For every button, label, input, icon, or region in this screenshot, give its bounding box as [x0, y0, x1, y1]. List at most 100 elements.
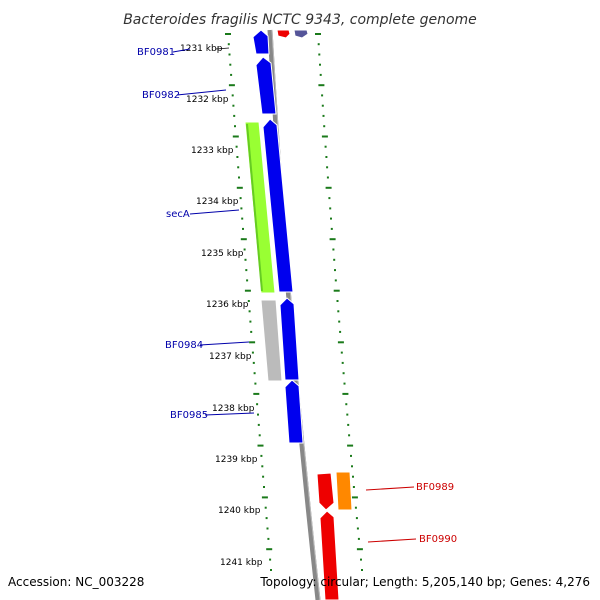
gene-label-seca: secA	[166, 209, 190, 220]
ruler-tick	[240, 207, 243, 210]
ruler-tick	[356, 548, 363, 551]
ruler-tick	[326, 176, 329, 179]
ruler-tick	[341, 361, 344, 364]
genome-backbone-highlight	[271, 29, 321, 600]
ruler-tick	[339, 330, 342, 333]
leader-line	[199, 341, 250, 346]
gene-bf0989	[316, 472, 335, 511]
ruler-tick	[236, 186, 243, 189]
ruler-tick	[361, 569, 363, 571]
ruler-tick	[340, 351, 343, 354]
ruler-tick	[243, 248, 246, 251]
ruler-tick	[232, 135, 239, 138]
ruler-tick	[333, 289, 340, 292]
gene-label-bf0981: BF0981	[137, 47, 175, 58]
ruler-tick	[257, 413, 259, 416]
ruler-tick	[319, 73, 322, 76]
ruler-tick	[261, 496, 268, 499]
gene-label-bf0982: BF0982	[142, 90, 180, 101]
ruler-tick	[260, 454, 263, 457]
ruler-tick	[252, 361, 255, 364]
ruler-tick	[239, 197, 242, 200]
ruler-tick	[250, 330, 253, 333]
gene-seca-shade	[246, 123, 263, 292]
ruler-tick	[235, 145, 238, 148]
gene-label-bf0985: BF0985	[170, 410, 208, 421]
ruler-tick	[254, 382, 257, 385]
ruler-tick	[319, 63, 321, 66]
tick-label: 1232 kbp	[186, 95, 229, 105]
ruler-tick	[330, 217, 332, 220]
leader-line	[367, 538, 417, 543]
ruler-tick	[342, 392, 349, 395]
ruler-tick	[347, 423, 350, 426]
ruler-tick	[266, 548, 273, 551]
ruler-tick	[350, 454, 352, 457]
ruler-tick	[342, 372, 345, 375]
tick-label: 1237 kbp	[209, 352, 252, 362]
gene-blue-bf0984-neighbour	[279, 297, 300, 381]
ruler-tick	[326, 166, 329, 169]
ruler-tick	[244, 258, 247, 261]
gene-top-red	[276, 29, 291, 39]
ruler-tick	[354, 506, 357, 509]
gene-bf0981	[252, 29, 270, 55]
ruler-tick	[256, 403, 259, 406]
ruler-tick	[229, 63, 232, 66]
ruler-tick	[355, 517, 358, 520]
ruler-tick	[329, 238, 336, 241]
ruler-tick	[336, 300, 339, 302]
ruler-tick	[228, 84, 235, 87]
ruler-tick	[321, 94, 324, 97]
ruler-tick	[225, 33, 231, 35]
ruler-tick	[246, 279, 249, 282]
inner-ruler	[225, 33, 273, 571]
tick-label: 1239 kbp	[215, 455, 258, 465]
ruler-tick	[352, 486, 355, 488]
ruler-tick	[324, 145, 327, 148]
ruler-tick	[264, 506, 267, 509]
gene-label-bf0989: BF0989	[416, 482, 454, 493]
ruler-tick	[247, 300, 250, 302]
ruler-tick	[269, 558, 272, 561]
map-title: Bacteroides fragilis NCTC 9343, complete…	[123, 12, 477, 28]
ruler-tick	[249, 320, 252, 323]
ruler-tick	[236, 156, 239, 158]
ruler-tick	[263, 486, 265, 488]
tick-labels: 1231 kbp 1232 kbp 1233 kbp 1234 kbp 1235…	[180, 44, 263, 568]
ruler-tick	[348, 434, 351, 437]
ruler-tick	[234, 125, 236, 128]
footer-accession: Accession: NC_003228	[8, 575, 144, 589]
ruler-tick	[257, 444, 264, 447]
ruler-tick	[237, 166, 240, 169]
tick-label: 1241 kbp	[220, 558, 263, 568]
ruler-tick	[334, 279, 337, 282]
tick-label: 1235 kbp	[201, 249, 244, 259]
ruler-tick	[343, 382, 346, 385]
ruler-tick	[357, 537, 360, 540]
ruler-tick	[241, 217, 244, 220]
ruler-tick	[232, 104, 235, 107]
ruler-tick	[337, 310, 340, 313]
ruler-tick	[321, 104, 324, 107]
ruler-tick	[244, 289, 251, 292]
ruler-tick	[227, 43, 230, 46]
ruler-tick	[270, 569, 272, 571]
ruler-tick	[337, 341, 344, 344]
ruler-tick	[317, 43, 320, 46]
ruler-tick	[262, 475, 265, 478]
ruler-tick	[345, 403, 348, 406]
ruler-tick	[257, 423, 260, 426]
ruler-tick	[315, 33, 321, 35]
ruler-tick	[318, 84, 325, 87]
leader-line	[176, 89, 227, 96]
gene-bf0984	[260, 299, 283, 382]
gene-bf0982	[255, 56, 277, 115]
leader-line	[365, 486, 415, 491]
ruler-tick	[267, 537, 270, 540]
ruler-tick	[318, 53, 321, 56]
ruler-tick	[238, 176, 240, 179]
gene-labels-right: BF0989 BF0990	[365, 482, 457, 545]
leader-line	[172, 48, 191, 53]
ruler-tick	[356, 527, 359, 530]
